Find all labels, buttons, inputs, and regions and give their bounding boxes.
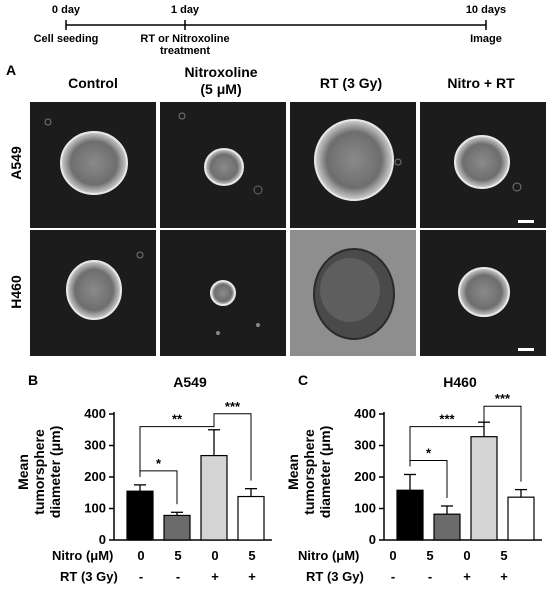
bar <box>396 489 424 541</box>
row-name-nitro: Nitro (μM) <box>298 548 360 563</box>
chart-title-a549: A549 <box>173 374 207 390</box>
y-tick-label: 100 <box>354 501 376 516</box>
panel-letter-a: A <box>6 62 17 78</box>
timeline-day-0: 0 day <box>51 4 81 16</box>
column-title-nitro-rt: Nitro + RT <box>447 75 515 91</box>
timeline-event-treatment: RT or Nitroxoline treatment <box>140 33 230 57</box>
significance-label: * <box>426 445 432 460</box>
micrograph-h460-nitro-rt <box>420 230 546 356</box>
cell-nitro-value: 5 <box>174 548 182 563</box>
cell-rt-value: - <box>427 569 433 584</box>
y-tick-label: 300 <box>84 438 106 453</box>
cell-rt-value: - <box>390 569 396 584</box>
column-title-nitroxoline: Nitroxoline (5 μM) <box>184 64 258 97</box>
scale-bar <box>518 220 534 223</box>
chart-title-h460: H460 <box>443 374 477 390</box>
micrograph-h460-rt <box>290 230 416 356</box>
row-name-rt: RT (3 Gy) <box>306 569 364 584</box>
cell-rt-value: - <box>175 569 181 584</box>
significance-label: *** <box>495 392 511 406</box>
column-title-control: Control <box>68 75 118 91</box>
bar <box>433 513 461 541</box>
y-tick-label: 400 <box>84 406 106 421</box>
significance-bracket <box>483 405 522 482</box>
micrograph-a549-control <box>30 102 156 228</box>
scale-bar <box>518 348 534 351</box>
bar <box>470 436 498 541</box>
micrograph-a549-rt <box>290 102 416 228</box>
cell-rt-value: + <box>463 569 471 584</box>
y-tick-label: 400 <box>354 406 376 421</box>
significance-label: ** <box>172 412 183 427</box>
bar <box>163 514 191 541</box>
timeline-event-image: Image <box>470 33 502 45</box>
y-tick-label: 200 <box>84 469 106 484</box>
significance-label: *** <box>439 412 455 427</box>
y-tick-label: 300 <box>354 438 376 453</box>
micrograph-h460-control <box>30 230 156 356</box>
timeline-day-1: 1 day <box>170 4 200 16</box>
y-tick-label: 0 <box>99 532 106 547</box>
significance-bracket <box>213 413 252 481</box>
cell-rt-value: + <box>211 569 219 584</box>
bar <box>237 495 265 541</box>
row-name-nitro: Nitro (μM) <box>52 548 114 563</box>
cell-nitro-value: 0 <box>137 548 145 563</box>
significance-label: *** <box>225 399 241 414</box>
bar <box>507 496 535 541</box>
cell-nitro-value: 0 <box>463 548 471 563</box>
column-title-rt: RT (3 Gy) <box>319 75 383 91</box>
significance-bracket <box>139 421 215 477</box>
cell-nitro-value: 5 <box>500 548 508 563</box>
y-tick-label: 0 <box>369 532 376 547</box>
cell-rt-value: - <box>138 569 144 584</box>
cell-nitro-value: 5 <box>426 548 434 563</box>
bar <box>126 490 154 541</box>
timeline-axis <box>65 20 487 30</box>
cell-nitro-value: 5 <box>248 548 256 563</box>
timeline-event-seeding: Cell seeding <box>33 33 99 45</box>
bar <box>200 454 228 541</box>
cell-rt-value: + <box>500 569 508 584</box>
significance-bracket <box>409 414 485 467</box>
y-tick-label: 100 <box>84 501 106 516</box>
row-label-h460: H460 <box>8 275 24 309</box>
cell-nitro-value: 0 <box>211 548 219 563</box>
y-tick-label: 200 <box>354 469 376 484</box>
timeline-day-10: 10 days <box>465 4 507 16</box>
micrograph-a549-nitro-rt <box>420 102 546 228</box>
cell-nitro-value: 0 <box>389 548 397 563</box>
row-name-rt: RT (3 Gy) <box>60 569 118 584</box>
cell-rt-value: + <box>248 569 256 584</box>
row-label-a549: A549 <box>8 146 24 180</box>
micrograph-h460-nitroxoline <box>160 230 286 356</box>
micrograph-a549-nitroxoline <box>160 102 286 228</box>
panel-letter-c: C <box>298 372 309 388</box>
panel-letter-b: B <box>28 372 39 388</box>
significance-label: * <box>156 456 162 471</box>
